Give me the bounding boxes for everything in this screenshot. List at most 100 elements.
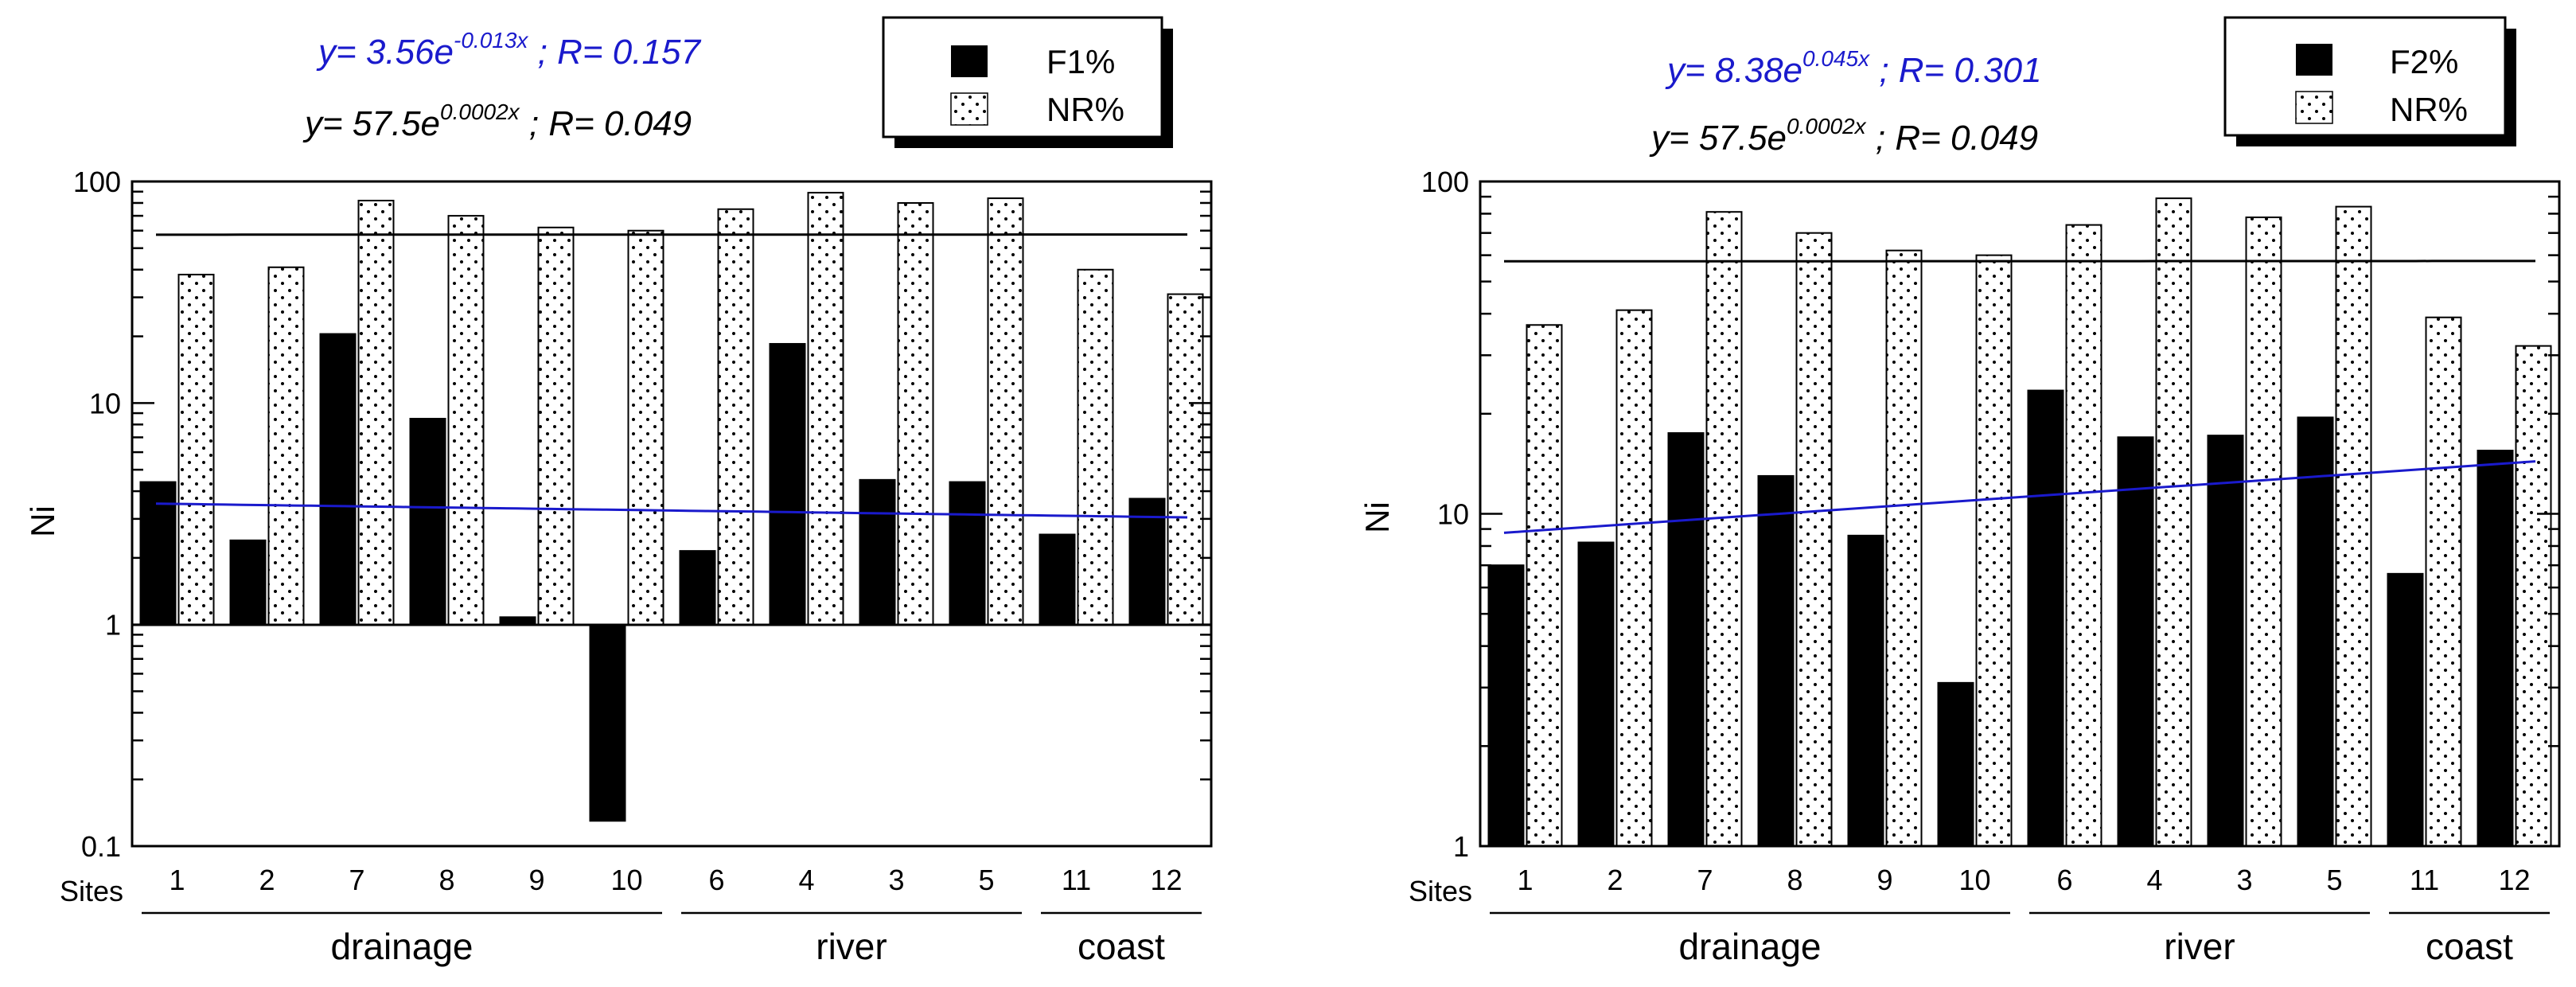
legend-label-f1: F1% (1046, 43, 1115, 80)
bar-solid-2 (1577, 541, 1615, 847)
group-label-coast: coast (1078, 926, 1165, 967)
group-label-drainage: drainage (1678, 926, 1821, 967)
equation-box: y= 8.38e0.045x ; R= 0.301 y= 57.5e0.0002… (1649, 46, 2042, 158)
bar-solid-11 (1039, 533, 1076, 626)
sites-label: Sites (1409, 875, 1472, 907)
x-tick-label: 2 (1607, 864, 1623, 896)
bar-solid-12 (2477, 450, 2514, 847)
x-tick-label: 3 (2236, 864, 2252, 896)
group-label-drainage: drainage (330, 926, 473, 967)
equation-box: y= 3.56e-0.013x ; R= 0.157 y= 57.5e0.000… (302, 28, 701, 143)
bar-solid-6 (679, 550, 716, 626)
fit-equation-blue: y= 8.38e0.045x ; R= 0.301 (1665, 46, 2042, 90)
bar-solid-3 (859, 478, 896, 626)
bar-dotted-11 (2425, 316, 2462, 847)
bar-dotted-6 (2065, 224, 2102, 847)
fit-equation-black: y= 57.5e0.0002x ; R= 0.049 (302, 99, 692, 143)
x-tick-label: 9 (528, 864, 544, 896)
y-tick-label: 10 (89, 387, 121, 419)
group-label-coast: coast (2426, 926, 2513, 967)
legend-swatch-solid (951, 45, 988, 77)
bar-solid-10 (1937, 681, 1974, 848)
x-tick-label: 1 (1517, 864, 1533, 896)
x-tick-label: 10 (610, 864, 642, 896)
y-axis-label: Ni (24, 505, 61, 537)
bar-solid-5 (2297, 416, 2334, 847)
legend-swatch-dotted (2295, 91, 2333, 124)
y-tick-label: 10 (1437, 498, 1469, 531)
bar-solid-8 (1757, 474, 1795, 847)
bar-dotted-9 (1885, 249, 1923, 848)
chart-panel-left: y= 3.56e-0.013x ; R= 0.157 y= 57.5e0.000… (24, 16, 1213, 967)
legend-swatch-dotted (950, 92, 988, 126)
x-tick-label: 5 (2326, 864, 2342, 896)
bar-dotted-3 (897, 201, 934, 626)
y-tick-label: 100 (1421, 166, 1469, 198)
x-tick-label: 12 (1150, 864, 1182, 896)
plot-area: 0.1 1 10 100 (73, 166, 1213, 863)
bar-solid-1 (1487, 564, 1525, 847)
legend-label-f2: F2% (2390, 43, 2458, 80)
bar-dotted-8 (447, 215, 485, 626)
x-tick-label: 12 (2498, 864, 2530, 896)
x-tick-label: 4 (798, 864, 814, 896)
sites-label: Sites (60, 875, 123, 907)
bar-dotted-6 (717, 208, 754, 626)
bar-solid-10 (589, 624, 626, 822)
plot-frame (131, 180, 1213, 848)
bar-solid-8 (409, 417, 446, 626)
bar-dotted-4 (2155, 197, 2192, 847)
bar-dotted-8 (1795, 232, 1833, 847)
bar-dotted-12 (2515, 345, 2552, 847)
bar-dotted-7 (357, 199, 395, 626)
fit-line-blue (1503, 460, 2536, 534)
bar-dotted-3 (2245, 217, 2282, 848)
legend-label-nr: NR% (1046, 91, 1124, 128)
x-tick-label: 6 (708, 864, 724, 896)
plot-area: 1 10 100 (1421, 166, 2561, 863)
bar-dotted-7 (1705, 211, 1743, 847)
x-tick-label: 5 (978, 864, 994, 896)
bar-solid-9 (1847, 534, 1884, 848)
group-label-river: river (2164, 926, 2235, 967)
bar-solid-7 (319, 333, 357, 626)
y-axis-label: Ni (1358, 501, 1396, 533)
chart-panel-right: y= 8.38e0.045x ; R= 0.301 y= 57.5e0.0002… (1358, 16, 2561, 967)
x-tick-label: 7 (1697, 864, 1713, 896)
x-tick-label: 1 (169, 864, 185, 896)
y-tick-label: 1 (105, 609, 121, 642)
x-tick-label: 11 (2410, 864, 2439, 896)
bar-dotted-11 (1077, 268, 1114, 626)
bar-dotted-2 (1615, 309, 1653, 848)
bar-dotted-9 (537, 226, 575, 626)
bar-dotted-10 (627, 229, 664, 626)
x-tick-label: 10 (1958, 864, 1990, 896)
bar-dotted-1 (1526, 324, 1563, 848)
bar-dotted-1 (177, 273, 215, 626)
fit-equation-blue: y= 3.56e-0.013x ; R= 0.157 (316, 28, 701, 72)
bar-solid-11 (2387, 572, 2424, 847)
legend-swatch-solid (2296, 44, 2332, 76)
bar-solid-4 (769, 342, 806, 626)
y-tick-label: 1 (1453, 830, 1469, 863)
x-tick-label: 4 (2146, 864, 2162, 896)
bar-dotted-4 (807, 192, 844, 626)
x-tick-label: 11 (1062, 864, 1091, 896)
bar-dotted-10 (1975, 254, 2013, 848)
x-tick-label: 2 (259, 864, 275, 896)
y-tick-label: 0.1 (81, 830, 121, 863)
x-tick-label: 8 (438, 864, 454, 896)
y-tick-label: 100 (73, 166, 121, 198)
bar-solid-1 (139, 481, 177, 626)
bar-dotted-2 (267, 266, 305, 626)
x-tick-label: 8 (1787, 864, 1802, 896)
x-tick-label: 3 (888, 864, 904, 896)
bar-solid-5 (949, 481, 986, 626)
legend: F2% NR% (2223, 16, 2516, 146)
bar-solid-7 (1667, 432, 1705, 847)
legend-label-nr: NR% (2390, 91, 2468, 128)
fit-line-blue (155, 502, 1188, 519)
bar-solid-4 (2117, 436, 2154, 847)
x-tick-label: 6 (2056, 864, 2072, 896)
